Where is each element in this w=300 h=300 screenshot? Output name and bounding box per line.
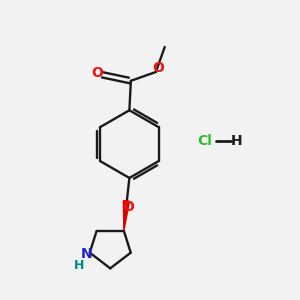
Text: O: O	[122, 200, 134, 214]
Text: H: H	[231, 134, 243, 148]
Text: Cl: Cl	[197, 134, 212, 148]
Text: O: O	[92, 66, 103, 80]
Text: N: N	[80, 247, 92, 261]
Text: O: O	[152, 61, 164, 75]
Polygon shape	[123, 201, 130, 231]
Text: H: H	[74, 260, 85, 272]
